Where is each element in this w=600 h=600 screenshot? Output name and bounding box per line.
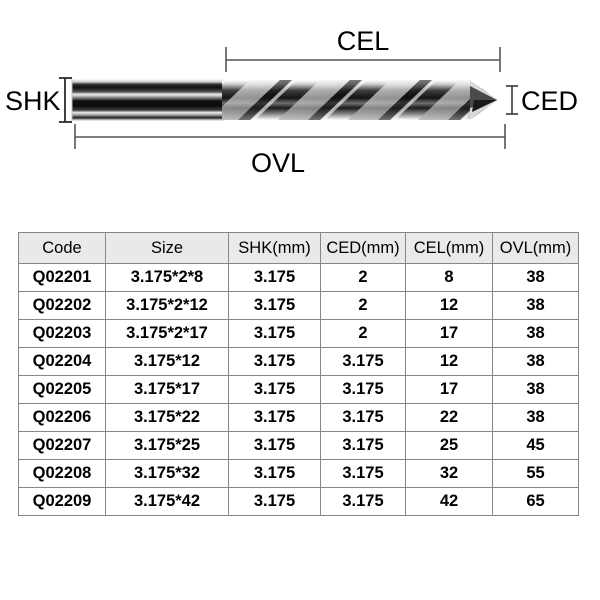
cell-cel: 25	[405, 431, 493, 460]
column-header-ced: CED(mm)	[320, 232, 406, 264]
cell-cel: 17	[405, 319, 493, 348]
cell-code: Q02206	[18, 403, 106, 432]
drill-bit-diagram: CEL SHK	[0, 0, 600, 215]
shk-dimension	[59, 77, 72, 123]
cell-ovl: 38	[492, 291, 579, 320]
cell-ovl: 38	[492, 403, 579, 432]
cell-ced: 3.175	[320, 375, 406, 404]
cell-ovl: 45	[492, 431, 579, 460]
table-row: Q02201 3.175*2*8 3.175 2 8 38	[18, 263, 579, 292]
cell-ced: 3.175	[320, 431, 406, 460]
cell-cel: 17	[405, 375, 493, 404]
cell-ced: 3.175	[320, 403, 406, 432]
cell-size: 3.175*25	[105, 431, 229, 460]
cell-ced: 3.175	[320, 347, 406, 376]
cell-shk: 3.175	[228, 431, 321, 460]
table-row: Q02208 3.175*32 3.175 3.175 32 55	[18, 459, 579, 488]
cell-shk: 3.175	[228, 375, 321, 404]
cell-cel: 32	[405, 459, 493, 488]
cell-shk: 3.175	[228, 319, 321, 348]
specification-table: Code Size SHK(mm) CED(mm) CEL(mm) OVL(mm…	[18, 232, 579, 516]
cell-ced: 2	[320, 319, 406, 348]
cell-ced: 3.175	[320, 487, 406, 516]
cell-code: Q02202	[18, 291, 106, 320]
cell-shk: 3.175	[228, 459, 321, 488]
cell-code: Q02203	[18, 319, 106, 348]
ced-label: CED	[521, 86, 578, 116]
cell-size: 3.175*2*8	[105, 263, 229, 292]
cell-cel: 12	[405, 291, 493, 320]
cel-label: CEL	[337, 26, 390, 56]
cell-ovl: 38	[492, 319, 579, 348]
table-body: Q02201 3.175*2*8 3.175 2 8 38 Q02202 3.1…	[18, 263, 579, 516]
cell-size: 3.175*32	[105, 459, 229, 488]
cel-dimension	[225, 47, 501, 72]
cell-code: Q02207	[18, 431, 106, 460]
cell-shk: 3.175	[228, 403, 321, 432]
table-row: Q02207 3.175*25 3.175 3.175 25 45	[18, 431, 579, 460]
column-header-code: Code	[18, 232, 106, 264]
ovl-dimension	[74, 124, 506, 149]
column-header-shk: SHK(mm)	[228, 232, 321, 264]
drill-bit-graphic	[71, 79, 498, 121]
cell-code: Q02204	[18, 347, 106, 376]
cell-cel: 12	[405, 347, 493, 376]
table-row: Q02205 3.175*17 3.175 3.175 17 38	[18, 375, 579, 404]
cell-ovl: 38	[492, 347, 579, 376]
ced-dimension	[506, 85, 518, 115]
column-header-size: Size	[105, 232, 229, 264]
cell-ced: 3.175	[320, 459, 406, 488]
ovl-label: OVL	[251, 148, 305, 178]
cell-size: 3.175*42	[105, 487, 229, 516]
cell-size: 3.175*22	[105, 403, 229, 432]
cell-code: Q02208	[18, 459, 106, 488]
cell-shk: 3.175	[228, 263, 321, 292]
cell-cel: 42	[405, 487, 493, 516]
shk-label: SHK	[5, 86, 61, 116]
cell-code: Q02205	[18, 375, 106, 404]
specification-table-container: Code Size SHK(mm) CED(mm) CEL(mm) OVL(mm…	[18, 232, 579, 516]
table-row: Q02202 3.175*2*12 3.175 2 12 38	[18, 291, 579, 320]
cell-ovl: 65	[492, 487, 579, 516]
cell-ovl: 55	[492, 459, 579, 488]
table-row: Q02206 3.175*22 3.175 3.175 22 38	[18, 403, 579, 432]
cell-code: Q02209	[18, 487, 106, 516]
cell-ovl: 38	[492, 375, 579, 404]
column-header-ovl: OVL(mm)	[492, 232, 579, 264]
cell-size: 3.175*2*12	[105, 291, 229, 320]
cell-cel: 8	[405, 263, 493, 292]
table-row: Q02209 3.175*42 3.175 3.175 42 65	[18, 487, 579, 516]
cell-size: 3.175*17	[105, 375, 229, 404]
column-header-cel: CEL(mm)	[405, 232, 493, 264]
cell-size: 3.175*12	[105, 347, 229, 376]
cell-shk: 3.175	[228, 487, 321, 516]
cell-cel: 22	[405, 403, 493, 432]
cell-ced: 2	[320, 291, 406, 320]
cell-shk: 3.175	[228, 347, 321, 376]
cell-shk: 3.175	[228, 291, 321, 320]
cell-ced: 2	[320, 263, 406, 292]
cell-size: 3.175*2*17	[105, 319, 229, 348]
table-header-row: Code Size SHK(mm) CED(mm) CEL(mm) OVL(mm…	[18, 232, 579, 264]
table-row: Q02203 3.175*2*17 3.175 2 17 38	[18, 319, 579, 348]
table-row: Q02204 3.175*12 3.175 3.175 12 38	[18, 347, 579, 376]
cell-ovl: 38	[492, 263, 579, 292]
cell-code: Q02201	[18, 263, 106, 292]
